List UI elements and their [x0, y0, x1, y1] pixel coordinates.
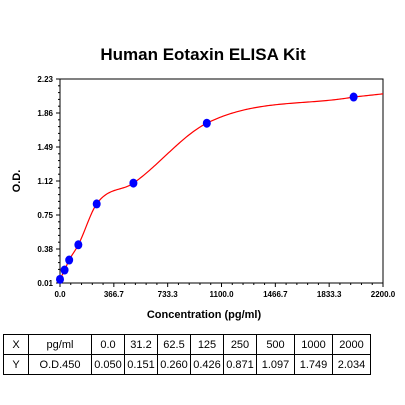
- data-point: [60, 265, 69, 275]
- data-point: [65, 255, 74, 265]
- y-tick-label: 0.75: [37, 211, 53, 220]
- y-tick-label: 1.86: [37, 109, 53, 118]
- x-tick-label: 366.7: [104, 290, 125, 299]
- y-tick-label: 2.23: [37, 75, 53, 84]
- x-axis-title: Concentration (pg/ml): [147, 309, 262, 321]
- table-cell: 0.0: [91, 334, 125, 355]
- data-point: [56, 274, 64, 284]
- y-tick-label: 0.01: [37, 279, 53, 288]
- standard-curve-chart: Human Eotaxin ELISA Kit Concentration (p…: [11, 45, 396, 321]
- table-cell: 0.050: [91, 354, 125, 375]
- data-point: [202, 118, 211, 128]
- table-cell: 62.5: [157, 334, 191, 355]
- table-cell: 1.749: [294, 354, 333, 375]
- table-cell: 0.426: [190, 354, 224, 375]
- y-tick-label: 0.38: [37, 245, 53, 254]
- table-cell: 0.260: [157, 354, 191, 375]
- plot-frame: [59, 78, 384, 284]
- data-point: [129, 178, 138, 188]
- table-cell: 1000: [294, 334, 333, 355]
- table-cell: 2.034: [332, 354, 371, 375]
- x-tick-label: 2200.0: [371, 290, 396, 299]
- x-tick-label: 0.0: [54, 290, 66, 299]
- table-cell: 500: [256, 334, 295, 355]
- row-header-cell: X: [3, 334, 29, 355]
- table-cell: 0.151: [124, 354, 158, 375]
- fitted-curve: [59, 93, 384, 280]
- chart-title: Human Eotaxin ELISA Kit: [100, 45, 306, 64]
- table-cell: 125: [190, 334, 224, 355]
- table-cell: 1.097: [256, 354, 295, 375]
- x-tick-label: 1100.0: [209, 290, 234, 299]
- table-cell: 31.2: [124, 334, 158, 355]
- x-tick-label: 1466.7: [263, 290, 288, 299]
- data-point: [74, 240, 83, 250]
- table-row: Y O.D.450 0.050 0.151 0.260 0.426 0.871 1.097 1.…: [3, 354, 371, 375]
- y-tick-label: 1.12: [37, 177, 53, 186]
- table-cell: pg/ml: [28, 334, 92, 355]
- y-tick-label: 1.49: [37, 143, 53, 152]
- x-tick-label: 1833.3: [317, 290, 342, 299]
- table-cell: 0.871: [223, 354, 257, 375]
- row-header-cell: Y: [3, 354, 29, 375]
- data-point: [92, 199, 101, 209]
- y-axis-title: O.D.: [11, 170, 23, 193]
- table-cell: O.D.450: [28, 354, 92, 375]
- data-point: [349, 92, 358, 102]
- x-tick-label: 733.3: [158, 290, 179, 299]
- table-cell: 2000: [332, 334, 371, 355]
- table-cell: 250: [223, 334, 257, 355]
